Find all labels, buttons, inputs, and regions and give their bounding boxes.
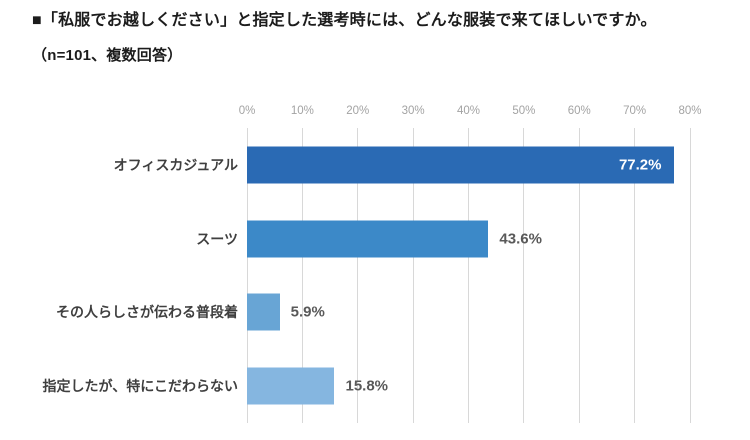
category-label: その人らしさが伝わる普段着 — [56, 304, 238, 321]
value-label: 43.6% — [499, 230, 542, 248]
chart-subtitle-sample-size: （n=101、複数回答） — [32, 47, 183, 65]
category-label: オフィスカジュアル — [113, 156, 238, 173]
axis-tick-label: 10% — [290, 105, 314, 117]
axis-tick-label: 20% — [346, 105, 370, 117]
category-label: スーツ — [196, 230, 238, 247]
gridline-0% — [246, 128, 248, 423]
chart-row: 指定したが、特にこだわらない 15.8% — [43, 349, 690, 423]
gridline-40% — [468, 128, 469, 423]
gridline-10% — [301, 128, 303, 423]
bar-chart-plot-area: 0% 10% 20% 30% 40% 50% 60% 70% 80% オフィスカジュアル 77.2%… — [43, 105, 702, 423]
bar — [247, 293, 280, 331]
chart-title: ■「私服でお越しください」と指定した選考時には、どんな服装で来てほしいですか。 — [32, 12, 657, 29]
gridline-60% — [578, 128, 580, 423]
axis-tick-label: 70% — [623, 105, 647, 117]
axis-tick-label: 0% — [238, 105, 256, 117]
gridline-70% — [634, 128, 636, 423]
chart-row: スーツ 43.6% — [196, 202, 690, 276]
chart-title-block: ■「私服でお越しください」と指定した選考時には、どんな服装で来てほしいですか。 … — [32, 10, 657, 65]
bar — [247, 146, 675, 184]
gridline-30% — [412, 128, 414, 423]
gridline-20% — [357, 128, 359, 423]
axis-tick-label: 80% — [678, 105, 702, 117]
axis-tick-label: 30% — [401, 105, 425, 117]
value-label: 77.2% — [618, 156, 662, 174]
bar — [247, 367, 335, 405]
value-label: 15.8% — [345, 377, 389, 395]
value-label: 5.9% — [290, 303, 325, 321]
category-label: 指定したが、特にこだわらない — [42, 378, 238, 395]
chart-row: オフィスカジュアル 77.2% — [114, 128, 690, 202]
bar — [247, 220, 489, 258]
gridline-80% — [689, 128, 691, 423]
axis-tick-label: 40% — [456, 105, 481, 117]
axis-tick-label: 50% — [512, 105, 536, 117]
chart-row: その人らしさが伝わる普段着 5.9% — [56, 276, 690, 350]
gridline-50% — [523, 128, 525, 423]
axis-tick-label: 60% — [567, 105, 591, 117]
